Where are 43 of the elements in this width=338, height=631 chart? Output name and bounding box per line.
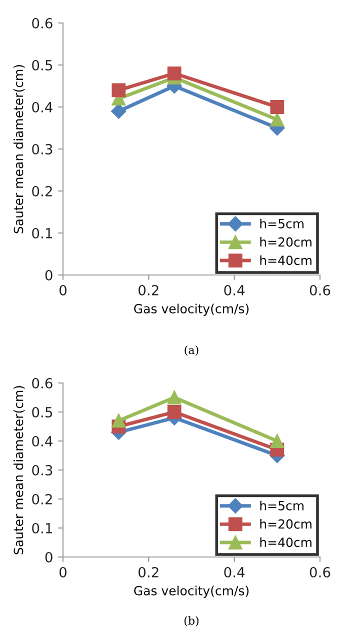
y-tick-label: 0.2 xyxy=(32,494,52,504)
y-tick-label: 0.6 xyxy=(32,378,52,388)
point xyxy=(270,434,284,448)
point xyxy=(270,112,284,127)
text: (b) xyxy=(184,616,199,626)
x-tick-label: 0.2 xyxy=(138,566,158,578)
x-tick-label: 0.4 xyxy=(224,284,245,296)
point xyxy=(167,405,182,419)
x-tick-label: 0.6 xyxy=(310,566,330,578)
legend-label: h=40cm xyxy=(260,255,312,266)
legend-label: h=20cm xyxy=(260,237,312,247)
point xyxy=(167,66,182,80)
y-tick-label: 0.3 xyxy=(32,144,52,154)
text: (a) xyxy=(184,346,198,356)
point xyxy=(112,83,126,98)
y-tick-label: 0.5 xyxy=(32,60,52,70)
x-axis-title: Gas velocity(cm/s) xyxy=(134,586,249,598)
y-tick-label: 0.3 xyxy=(32,464,52,476)
y-tick-label: 0.1 xyxy=(32,522,52,534)
y-tick-label: 0 xyxy=(45,552,52,562)
point xyxy=(112,414,126,428)
y-tick-label: 0.4 xyxy=(32,436,52,446)
x-tick-label: 0 xyxy=(59,566,66,578)
y-axis-title: Sauter mean diameter(cm) xyxy=(14,386,25,554)
legend-label: h=5cm xyxy=(260,218,304,228)
legend-label: h=40cm xyxy=(260,537,312,548)
point xyxy=(270,100,284,114)
y-tick-label: 0.2 xyxy=(32,186,52,196)
x-tick-label: 0.2 xyxy=(138,284,158,296)
legend-label: h=20cm xyxy=(260,519,312,529)
y-tick-label: 0.5 xyxy=(32,406,52,418)
y-tick-label: 0.6 xyxy=(32,18,52,28)
x-tick-label: 0.4 xyxy=(224,566,245,578)
x-tick-label: 0 xyxy=(59,284,66,296)
y-axis-title: Sauter mean diameter(cm) xyxy=(14,65,25,234)
y-tick-label: 0.1 xyxy=(32,228,52,238)
point xyxy=(167,390,182,404)
x-axis-title: Gas velocity(cm/s) xyxy=(134,304,249,316)
y-tick-label: 0.4 xyxy=(32,102,52,112)
point xyxy=(111,104,126,119)
legend-label: h=5cm xyxy=(260,500,304,510)
x-tick-label: 0.6 xyxy=(310,284,330,296)
y-tick-label: 0 xyxy=(45,270,52,280)
